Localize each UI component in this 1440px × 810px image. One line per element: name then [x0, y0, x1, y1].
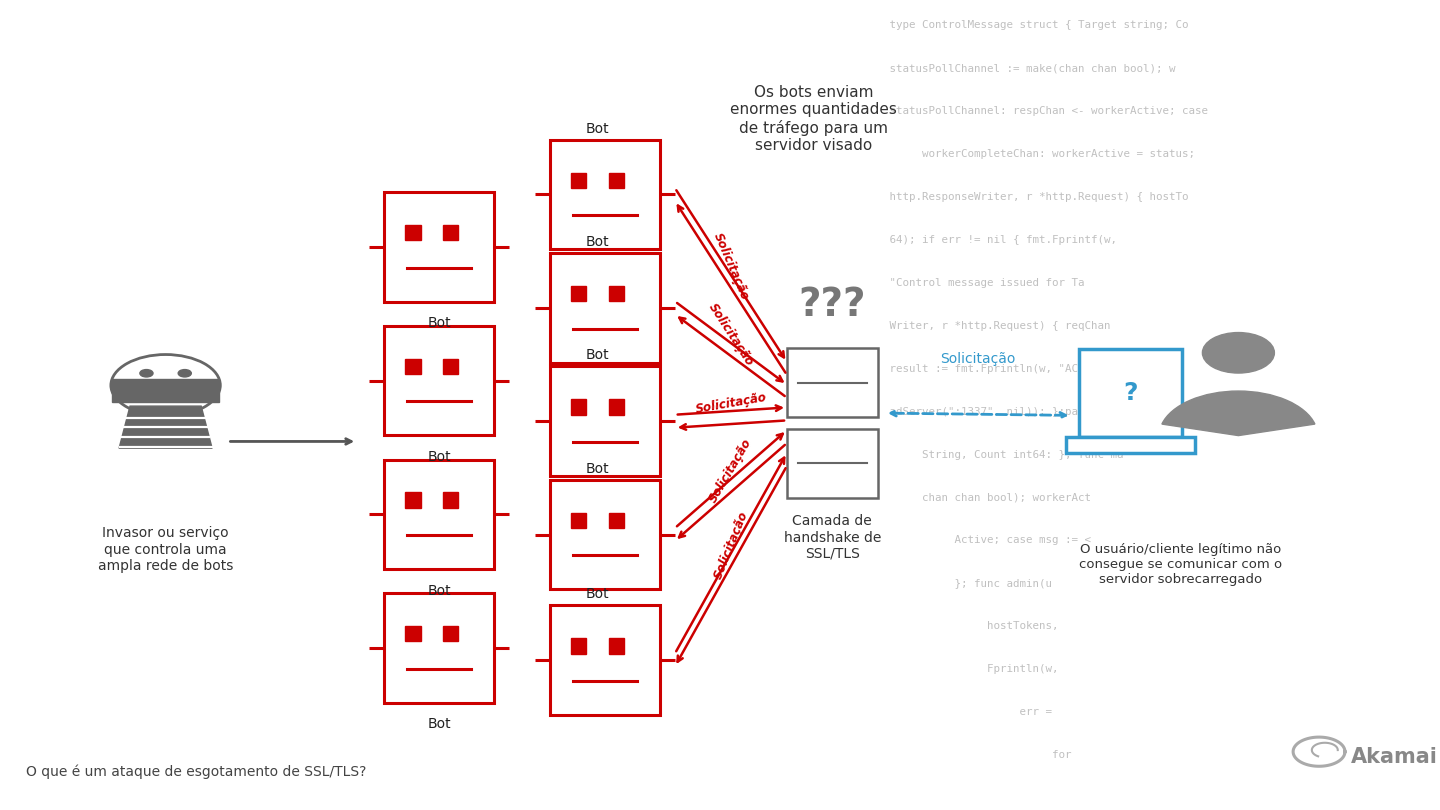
Text: Writer, r *http.Request) { reqChan: Writer, r *http.Request) { reqChan [857, 321, 1110, 330]
FancyBboxPatch shape [384, 192, 494, 302]
FancyBboxPatch shape [405, 359, 420, 374]
Text: Akamai: Akamai [1351, 748, 1437, 767]
Text: hostTokens,: hostTokens, [857, 621, 1058, 631]
FancyBboxPatch shape [444, 359, 458, 374]
Text: Camada de
handshake de
SSL/TLS: Camada de handshake de SSL/TLS [783, 514, 881, 561]
FancyBboxPatch shape [609, 638, 624, 654]
Text: statusPollChannel: respChan <- workerActive; case: statusPollChannel: respChan <- workerAct… [857, 106, 1208, 116]
Text: Bot: Bot [428, 450, 451, 464]
FancyBboxPatch shape [384, 459, 494, 569]
FancyBboxPatch shape [405, 626, 420, 642]
Text: Solicitação: Solicitação [940, 352, 1015, 366]
FancyBboxPatch shape [609, 399, 624, 415]
Text: ???: ??? [799, 286, 865, 324]
FancyBboxPatch shape [570, 173, 586, 188]
Text: err =: err = [857, 707, 1051, 717]
Text: Bot: Bot [586, 462, 609, 475]
Text: "Control message issued for Ta: "Control message issued for Ta [857, 278, 1084, 288]
FancyBboxPatch shape [550, 605, 660, 715]
FancyBboxPatch shape [1079, 349, 1182, 437]
Text: }; func admin(u: }; func admin(u [857, 578, 1051, 588]
Text: adServer(":1337", nil)); };pa: adServer(":1337", nil)); };pa [857, 407, 1077, 416]
FancyBboxPatch shape [384, 326, 494, 436]
FancyBboxPatch shape [550, 139, 660, 249]
FancyBboxPatch shape [788, 348, 878, 417]
FancyBboxPatch shape [609, 286, 624, 301]
Text: ?: ? [1123, 382, 1138, 405]
Text: Invasor ou serviço
que controla uma
ampla rede de bots: Invasor ou serviço que controla uma ampl… [98, 526, 233, 573]
FancyBboxPatch shape [609, 173, 624, 188]
Circle shape [179, 369, 192, 377]
Text: Bot: Bot [586, 122, 609, 135]
FancyBboxPatch shape [444, 225, 458, 241]
Text: Solicitação: Solicitação [706, 301, 756, 369]
Text: Solicitação: Solicitação [707, 437, 755, 505]
FancyBboxPatch shape [570, 513, 586, 528]
FancyBboxPatch shape [405, 492, 420, 508]
FancyBboxPatch shape [570, 638, 586, 654]
Text: Bot: Bot [586, 587, 609, 601]
FancyBboxPatch shape [405, 225, 420, 241]
Text: Active; case msg := <: Active; case msg := < [857, 535, 1092, 545]
FancyBboxPatch shape [570, 286, 586, 301]
FancyBboxPatch shape [570, 399, 586, 415]
Text: O que é um ataque de esgotamento de SSL/TLS?: O que é um ataque de esgotamento de SSL/… [26, 765, 366, 779]
Text: O usuário/cliente legítimo não
consegue se comunicar com o
servidor sobrecarrega: O usuário/cliente legítimo não consegue … [1079, 543, 1283, 586]
FancyBboxPatch shape [788, 428, 878, 498]
Text: Bot: Bot [428, 317, 451, 330]
Text: Bot: Bot [586, 235, 609, 249]
Text: Bot: Bot [586, 348, 609, 362]
Text: type ControlMessage struct { Target string; Co: type ControlMessage struct { Target stri… [857, 20, 1188, 30]
Text: chan chan bool); workerAct: chan chan bool); workerAct [857, 492, 1092, 502]
Circle shape [140, 369, 153, 377]
Text: 64); if err != nil { fmt.Fprintf(w,: 64); if err != nil { fmt.Fprintf(w, [857, 235, 1117, 245]
Circle shape [1202, 333, 1274, 373]
Text: result := fmt.Fprintln(w, "ACTIVE": result := fmt.Fprintln(w, "ACTIVE" [857, 364, 1110, 373]
FancyBboxPatch shape [550, 480, 660, 590]
Text: Bot: Bot [428, 718, 451, 731]
FancyBboxPatch shape [444, 626, 458, 642]
FancyBboxPatch shape [550, 253, 660, 363]
FancyBboxPatch shape [444, 492, 458, 508]
Text: statusPollChannel := make(chan chan bool); w: statusPollChannel := make(chan chan bool… [857, 63, 1175, 73]
Text: String, Count int64: }; func ma: String, Count int64: }; func ma [857, 450, 1123, 459]
Polygon shape [120, 406, 212, 448]
Circle shape [111, 355, 220, 416]
Text: Os bots enviam
enormes quantidades
de tráfego para um
servidor visado: Os bots enviam enormes quantidades de tr… [730, 85, 897, 153]
FancyBboxPatch shape [609, 513, 624, 528]
Text: for: for [857, 750, 1071, 760]
Text: workerCompleteChan: workerActive = status;: workerCompleteChan: workerActive = statu… [857, 149, 1195, 159]
FancyBboxPatch shape [384, 593, 494, 703]
Wedge shape [1162, 391, 1315, 436]
Text: Bot: Bot [428, 584, 451, 598]
FancyBboxPatch shape [112, 379, 219, 402]
Text: Fprintln(w,: Fprintln(w, [857, 664, 1058, 674]
FancyBboxPatch shape [1066, 437, 1195, 454]
Text: Solicitação: Solicitação [694, 390, 768, 416]
Text: Solicitação: Solicitação [711, 509, 750, 581]
FancyBboxPatch shape [550, 366, 660, 476]
Text: Solicitação: Solicitação [711, 231, 752, 303]
Text: http.ResponseWriter, r *http.Request) { hostTo: http.ResponseWriter, r *http.Request) { … [857, 192, 1188, 202]
